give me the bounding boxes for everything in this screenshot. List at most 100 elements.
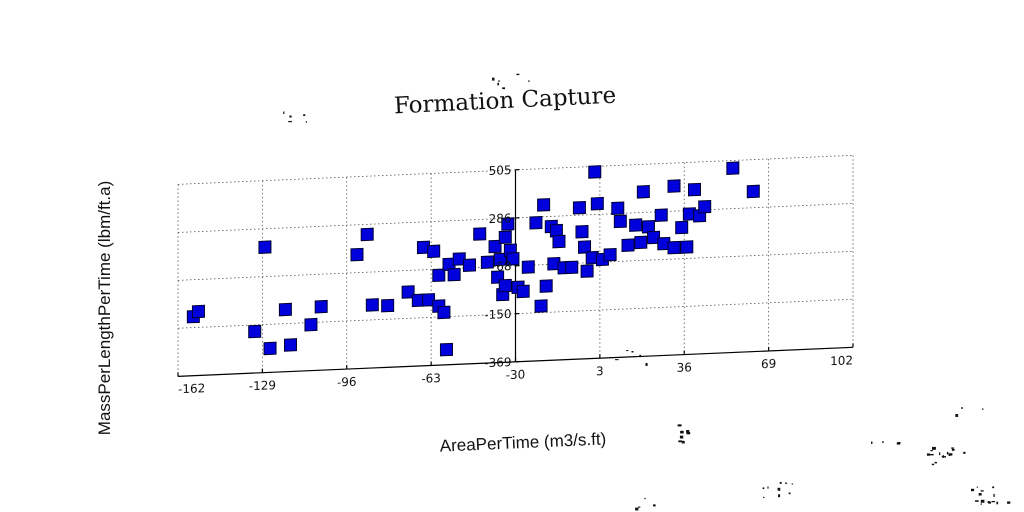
scatter-point [480, 255, 494, 269]
scatter-point [667, 240, 681, 255]
noise-speck [767, 486, 769, 489]
scatter-point [726, 161, 740, 175]
scatter-point [501, 217, 515, 231]
noise-speck [951, 448, 955, 451]
noise-speck [681, 440, 685, 444]
noise-speck [680, 430, 684, 434]
noise-speck [980, 503, 982, 505]
scatter-point [278, 302, 292, 317]
scatter-point [498, 278, 512, 293]
x-tick-label: 36 [677, 360, 692, 375]
noise-speck [871, 441, 873, 444]
scatter-point [365, 298, 379, 312]
noise-speck [934, 461, 937, 464]
noise-speck [288, 120, 292, 123]
scatter-point [381, 298, 395, 313]
noise-speck [941, 455, 945, 458]
scatter-point [462, 258, 476, 272]
y-tick-label: 68 [496, 259, 511, 274]
scatter-point [452, 252, 466, 266]
noise-speck [961, 407, 964, 409]
y-tick-label: 286 [489, 211, 512, 226]
scatter-point [647, 230, 661, 245]
x-tick-label: -129 [249, 378, 276, 393]
x-tick-label: 102 [830, 353, 853, 368]
noise-speck [982, 408, 984, 410]
scatter-point [603, 247, 617, 262]
noise-speck [946, 451, 949, 455]
scatter-point [634, 235, 648, 250]
scatter-point [437, 305, 451, 320]
noise-speck [631, 351, 634, 353]
scatter-point [498, 230, 512, 245]
noise-speck [516, 73, 520, 76]
noise-speck [980, 499, 985, 503]
x-tick-label: -96 [337, 375, 357, 390]
noise-speck [944, 456, 946, 458]
y-tick-label: 505 [489, 163, 512, 178]
scatter-point [350, 247, 364, 262]
scatter-point [590, 196, 604, 211]
x-tick-label: -63 [421, 371, 441, 386]
scatter-point [258, 240, 272, 254]
scan-noise [283, 73, 1011, 511]
x-tick-label: 69 [761, 357, 776, 372]
scatter-point [698, 199, 712, 214]
scatter-point [488, 239, 502, 254]
noise-speck [777, 487, 781, 491]
noise-speck [528, 80, 530, 83]
scatter-point [439, 342, 453, 357]
scatter-point [629, 218, 643, 232]
scatter-point [521, 260, 535, 274]
noise-speck [635, 507, 639, 511]
x-tick-label: -162 [178, 381, 205, 396]
noise-speck [980, 490, 984, 492]
scatter-point [284, 338, 297, 352]
noise-speck [763, 496, 765, 498]
chart-title: Formation Capture [393, 83, 616, 120]
scatter-point [360, 227, 374, 242]
scatter-point [537, 198, 551, 212]
scatter-point [506, 252, 520, 266]
scatter-point [667, 179, 681, 193]
noise-speck [992, 486, 995, 489]
noise-speck [978, 493, 982, 496]
noise-speck [963, 451, 966, 454]
noise-speck [653, 504, 656, 507]
noise-speck [929, 453, 934, 456]
noise-speck [779, 481, 782, 484]
scatter-point [580, 264, 594, 278]
scatter-point [401, 285, 415, 299]
noise-speck [497, 82, 500, 86]
scatter-point [552, 234, 566, 249]
scatter-point [529, 215, 543, 230]
tick-labels: -162 -129 -96 -63 -30 3 36 69 102 -369 -150 68 286 50… [177, 163, 854, 396]
noise-speck [996, 501, 999, 505]
y-tick-label: -369 [484, 355, 511, 370]
noise-speck [926, 453, 930, 456]
noise-speck [1007, 501, 1011, 504]
noise-speck [679, 435, 684, 439]
noise-speck [626, 350, 629, 352]
noise-speck [988, 501, 992, 504]
x-axis-label: AreaPerTime (m3/s.ft) [439, 429, 606, 455]
scatter-point [493, 252, 507, 267]
scatter-point [447, 267, 461, 282]
noise-speck [492, 77, 495, 81]
x-tick-label: 3 [596, 364, 604, 378]
scatter-point [516, 284, 530, 299]
noise-speck [305, 121, 308, 123]
noise-speck [644, 497, 646, 500]
scatter-point [248, 324, 262, 339]
scatter-point [578, 240, 592, 254]
noise-speck [289, 115, 292, 118]
scatter-point [636, 185, 650, 199]
noise-speck [502, 87, 506, 90]
scatter-point [746, 184, 760, 199]
scatter-point [572, 200, 586, 215]
noise-speck [645, 363, 648, 366]
scatter-point [654, 208, 668, 222]
noise-speck [949, 453, 953, 456]
noise-speck [932, 446, 936, 450]
noise-speck [970, 488, 975, 492]
